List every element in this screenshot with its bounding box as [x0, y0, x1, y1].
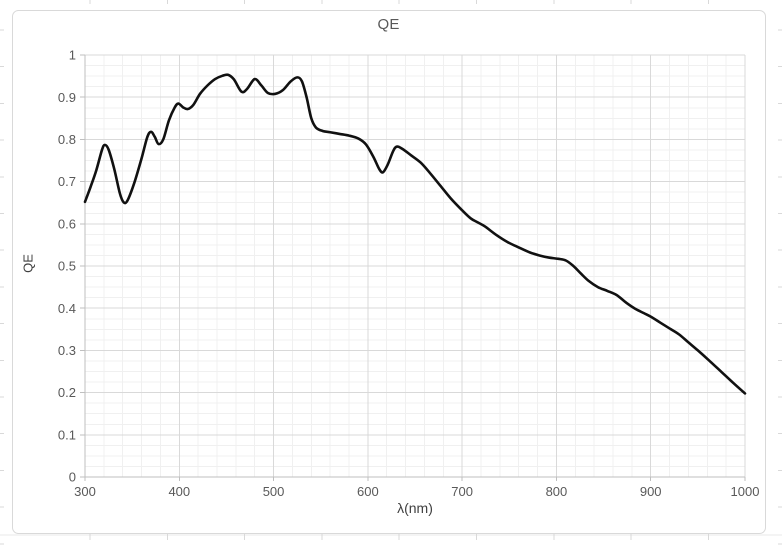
y-tick-label: 0.2: [58, 385, 76, 400]
chart-frame: [12, 10, 766, 534]
y-tick-label: 0.1: [58, 427, 76, 442]
y-tick-label: 1: [69, 48, 76, 63]
y-tick-label: 0: [69, 470, 76, 485]
x-tick-label: 700: [451, 484, 473, 499]
x-tick-label: 1000: [731, 484, 760, 499]
y-tick-label: 0.9: [58, 90, 76, 105]
x-tick-label: 400: [168, 484, 190, 499]
y-tick-label: 0.7: [58, 174, 76, 189]
x-tick-label: 600: [357, 484, 379, 499]
y-tick-label: 0.4: [58, 301, 76, 316]
y-tick-label: 0.3: [58, 343, 76, 358]
y-tick-label: 0.5: [58, 259, 76, 274]
y-tick-label: 0.6: [58, 216, 76, 231]
y-axis-title: QE: [20, 254, 36, 273]
y-tick-label: 0.8: [58, 132, 76, 147]
chart-title: QE: [377, 16, 400, 33]
x-axis-title: λ(nm): [397, 500, 433, 516]
x-tick-label: 800: [546, 484, 568, 499]
x-tick-label: 300: [74, 484, 96, 499]
qe-curve: [83, 73, 747, 395]
x-tick-label: 900: [640, 484, 662, 499]
x-tick-label: 500: [263, 484, 285, 499]
